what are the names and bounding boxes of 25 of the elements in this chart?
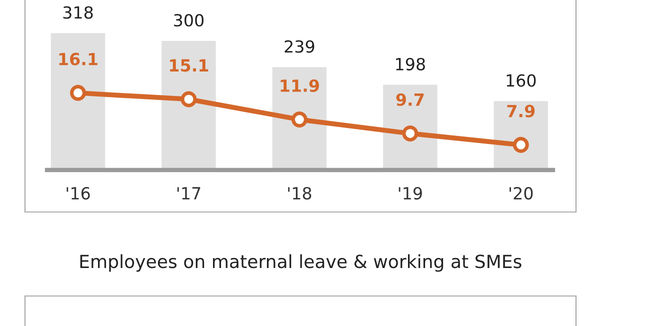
data-label: 11.9 [280, 79, 319, 92]
bar [383, 84, 438, 170]
point [512, 136, 529, 153]
data-label: 16.1 [59, 52, 98, 66]
data-label: 15.1 [170, 59, 208, 72]
bar [162, 40, 216, 170]
data-label: 198 [396, 58, 425, 70]
point [70, 84, 86, 101]
x-tick-label: '16 [66, 186, 90, 200]
x-tick-label: '18 [288, 186, 312, 200]
point [402, 125, 418, 142]
data-label: 239 [284, 40, 314, 53]
data-label: 9.7 [396, 93, 424, 106]
data-label: 318 [63, 6, 93, 19]
data-label: 160 [506, 74, 536, 87]
data-label: 7.9 [507, 104, 535, 118]
bar [50, 33, 106, 170]
text: Employees on maternal leave & working at SMEs [80, 254, 522, 272]
x-tick-label: '19 [398, 186, 422, 200]
data-label: 300 [174, 14, 204, 27]
x-tick-label: '17 [177, 187, 200, 200]
bar [272, 67, 327, 170]
x-tick-label: '20 [510, 186, 533, 200]
point [291, 112, 308, 128]
point [180, 91, 197, 108]
